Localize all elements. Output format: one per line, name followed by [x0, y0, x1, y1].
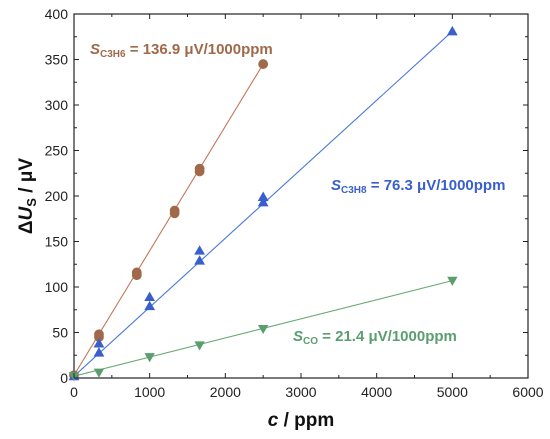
- x-tick-label: 3000: [285, 384, 316, 400]
- data-point-co: [257, 324, 269, 335]
- data-point-c3h8: [257, 196, 269, 207]
- annotation-subscript: C3H8: [341, 185, 367, 196]
- slope-annotation-c3h8: SC3H8 = 76.3 μV/1000ppm: [331, 177, 505, 196]
- data-point-co: [93, 368, 105, 378]
- annotation-symbol: S: [331, 177, 341, 194]
- data-point-c3h6: [94, 329, 104, 340]
- x-tick-label: 1000: [134, 384, 165, 400]
- slope-annotation-co: SCO = 21.4 μV/1000ppm: [293, 328, 457, 347]
- y-tick-label: 100: [45, 279, 69, 295]
- y-tick-label: 200: [45, 188, 69, 204]
- annotation-subscript: CO: [303, 336, 318, 347]
- x-tick-label: 0: [70, 384, 78, 400]
- data-point-c3h8: [194, 255, 206, 265]
- y-axis-variable: Δ: [16, 220, 37, 234]
- x-tick-label: 4000: [361, 384, 392, 400]
- annotation-symbol: S: [293, 328, 303, 345]
- slope-annotation-c3h6: SC3H6 = 136.9 μV/1000ppm: [90, 41, 273, 60]
- data-point-c3h8: [93, 347, 105, 357]
- y-axis-variable-letter: U: [16, 205, 37, 220]
- y-tick-label: 150: [45, 234, 69, 250]
- x-tick-label: 5000: [437, 384, 468, 400]
- y-tick-label: 300: [45, 97, 69, 113]
- plot-frame-rect: [73, 13, 529, 379]
- x-axis-title: c / ppm: [268, 410, 335, 431]
- x-tick-label: 6000: [512, 384, 543, 400]
- fit-line-c3h6: [73, 63, 264, 376]
- annotation-symbol: S: [90, 41, 100, 58]
- data-markers: [68, 25, 458, 382]
- data-point-c3h8: [446, 25, 458, 36]
- y-tick-label: 350: [45, 52, 69, 68]
- data-point-c3h8: [93, 338, 105, 348]
- data-point-c3h8: [194, 245, 206, 255]
- data-point-c3h6: [258, 59, 269, 69]
- x-axis-variable: c: [268, 410, 279, 431]
- data-point-co: [194, 341, 205, 351]
- x-axis-unit: / ppm: [278, 410, 334, 431]
- y-tick-label: 250: [45, 143, 69, 159]
- data-point-co: [447, 276, 458, 286]
- annotation-value: = 21.4 μV/1000ppm: [318, 328, 457, 345]
- annotation-value: = 76.3 μV/1000ppm: [367, 177, 506, 194]
- x-tick-label: 2000: [210, 384, 241, 400]
- plot-frame: [73, 13, 529, 379]
- data-point-c3h8: [144, 300, 156, 311]
- data-point-c3h8: [144, 291, 156, 302]
- axis-ticks: 0 1000 2000 3000 4000 5000 6000 0 50 100 150 200 250…: [45, 6, 544, 400]
- data-point-c3h8: [257, 191, 269, 201]
- y-axis-title: ΔUS / μV: [16, 158, 39, 235]
- data-point-co: [144, 353, 155, 363]
- data-point-c3h6: [169, 205, 180, 216]
- y-tick-label: 400: [45, 6, 69, 22]
- y-tick-label: 0: [60, 370, 68, 386]
- y-axis-subscript: S: [24, 198, 39, 207]
- annotation-subscript: C3H6: [100, 49, 126, 60]
- data-point-c3h6: [131, 267, 142, 278]
- data-point-c3h6: [194, 163, 205, 174]
- y-tick-label: 50: [52, 325, 68, 341]
- annotation-value: = 136.9 μV/1000ppm: [126, 41, 273, 58]
- y-axis-unit: / μV: [16, 158, 37, 198]
